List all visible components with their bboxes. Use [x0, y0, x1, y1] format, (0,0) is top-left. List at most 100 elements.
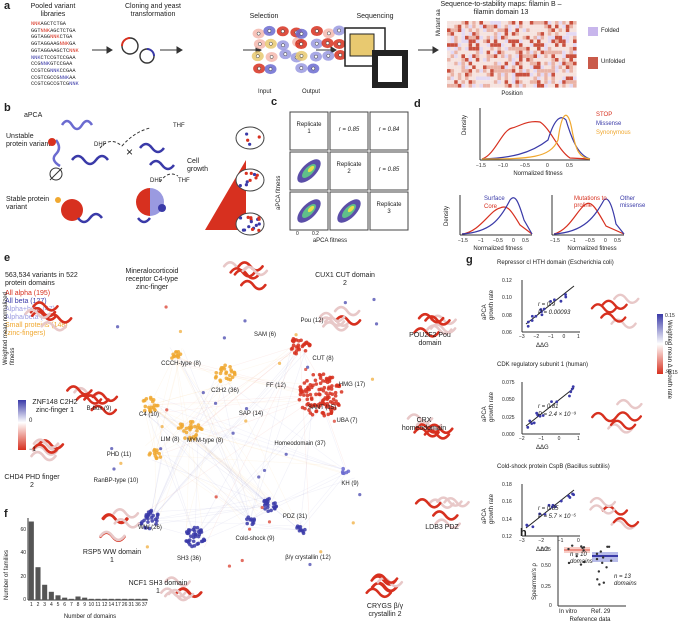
network-node	[308, 383, 313, 387]
network-node	[151, 513, 155, 518]
h-domain-point	[607, 545, 611, 548]
heatmap-cell	[558, 35, 563, 40]
heatmap-cell	[519, 46, 523, 51]
network-node	[150, 399, 155, 404]
heatmap-cell	[555, 39, 559, 44]
heatmap-cell	[537, 61, 541, 66]
heatmap-cell	[540, 43, 545, 47]
heatmap-cell	[501, 39, 505, 44]
panel-b-label: b	[4, 102, 11, 114]
network-node	[186, 531, 191, 536]
h-n-ref29: n = 13 domains	[614, 574, 637, 587]
heatmap-cell	[565, 46, 570, 51]
family-bar	[108, 598, 114, 600]
heatmap-cell	[529, 50, 534, 55]
network-node	[112, 467, 116, 471]
heatmap-cell	[569, 65, 573, 70]
heatmap-cell	[465, 80, 469, 84]
network-node	[334, 399, 338, 403]
heatmap-cell	[454, 50, 458, 55]
heatmap-cell	[461, 65, 465, 70]
heatmap-cell	[454, 43, 458, 47]
variant-point	[549, 300, 552, 303]
heatmap-cell	[457, 69, 462, 73]
heatmap-cell	[461, 46, 465, 51]
network-node	[321, 388, 326, 393]
network-node	[183, 436, 187, 440]
heatmap-cell	[486, 69, 491, 73]
heatmap-cell	[486, 43, 491, 47]
domain-class-legend-item: All beta (127)	[5, 298, 47, 305]
protein-structure-icon	[66, 385, 119, 416]
network-edge	[194, 349, 297, 538]
network-node	[152, 403, 157, 407]
network-node	[333, 406, 337, 411]
heatmap-cell	[475, 28, 480, 33]
d-tick-small-9: 0	[604, 238, 607, 244]
network-edge	[149, 404, 273, 499]
r-value-1-2: r = 0.85	[338, 127, 360, 133]
heatmap-cell	[508, 72, 512, 77]
heatmap-cell	[479, 50, 483, 55]
network-node	[321, 379, 325, 383]
variant-point	[530, 422, 534, 425]
heatmap-cell	[461, 61, 465, 66]
network-node	[336, 401, 340, 406]
heatmap-cell	[562, 46, 566, 51]
network-edge	[174, 354, 185, 428]
network-node	[316, 403, 320, 407]
growth-dot	[246, 215, 250, 219]
network-edge	[149, 451, 164, 521]
heatmap-cell	[519, 28, 523, 33]
heatmap-cell	[475, 61, 480, 66]
heatmap-cell	[454, 69, 458, 73]
variant-point	[540, 313, 544, 317]
network-node	[159, 447, 163, 451]
heatmap-cell	[493, 65, 498, 70]
variant-point	[526, 324, 530, 328]
heatmap-cell	[508, 39, 512, 44]
heatmap-cell	[447, 58, 451, 62]
heatmap-cell	[508, 21, 512, 25]
network-node	[318, 381, 323, 386]
heatmap-cell	[537, 65, 541, 70]
heatmap-cell	[457, 50, 462, 55]
heatmap-cell	[454, 80, 458, 84]
g-xtick: −2	[538, 538, 545, 544]
heatmap-cell	[551, 50, 555, 55]
network-node	[304, 390, 309, 394]
heatmap-cell	[533, 39, 537, 44]
network-edge	[149, 519, 295, 527]
heatmap-cell	[529, 83, 534, 88]
network-node	[227, 373, 232, 378]
heatmap-cell	[555, 21, 559, 25]
heatmap-cell	[465, 32, 469, 36]
heatmap-cell	[468, 61, 473, 66]
network-edge	[299, 344, 311, 531]
heatmap-cell	[468, 35, 473, 40]
network-edge	[269, 477, 355, 506]
network-node	[318, 373, 323, 378]
heatmap-cell	[519, 50, 523, 55]
heatmap-cell	[475, 76, 480, 81]
heatmap-cell	[504, 61, 509, 66]
heatmap-cell	[465, 76, 469, 81]
heatmap-cell	[447, 35, 451, 40]
network-node	[309, 403, 313, 407]
network-node	[193, 434, 198, 438]
heatmap-cell	[461, 35, 465, 40]
heatmap-cell	[475, 58, 480, 62]
heatmap-cell	[504, 72, 509, 77]
g-xtick: −1	[548, 334, 554, 340]
protein-structure-icon	[318, 305, 362, 332]
heatmap-cell	[493, 80, 498, 84]
replicate-correlation-matrix	[289, 111, 409, 231]
heatmap-cell	[450, 50, 455, 55]
d-ylabel-bottom: Density	[444, 205, 450, 226]
heatmap-cell	[555, 80, 559, 84]
step-maps: Sequence-to-stability maps: filamin B – …	[440, 1, 562, 16]
heatmap-cell	[468, 21, 473, 25]
legend-folded: Folded	[601, 28, 620, 34]
protein-structure-icon	[24, 301, 73, 332]
heatmap-cell	[497, 32, 501, 36]
